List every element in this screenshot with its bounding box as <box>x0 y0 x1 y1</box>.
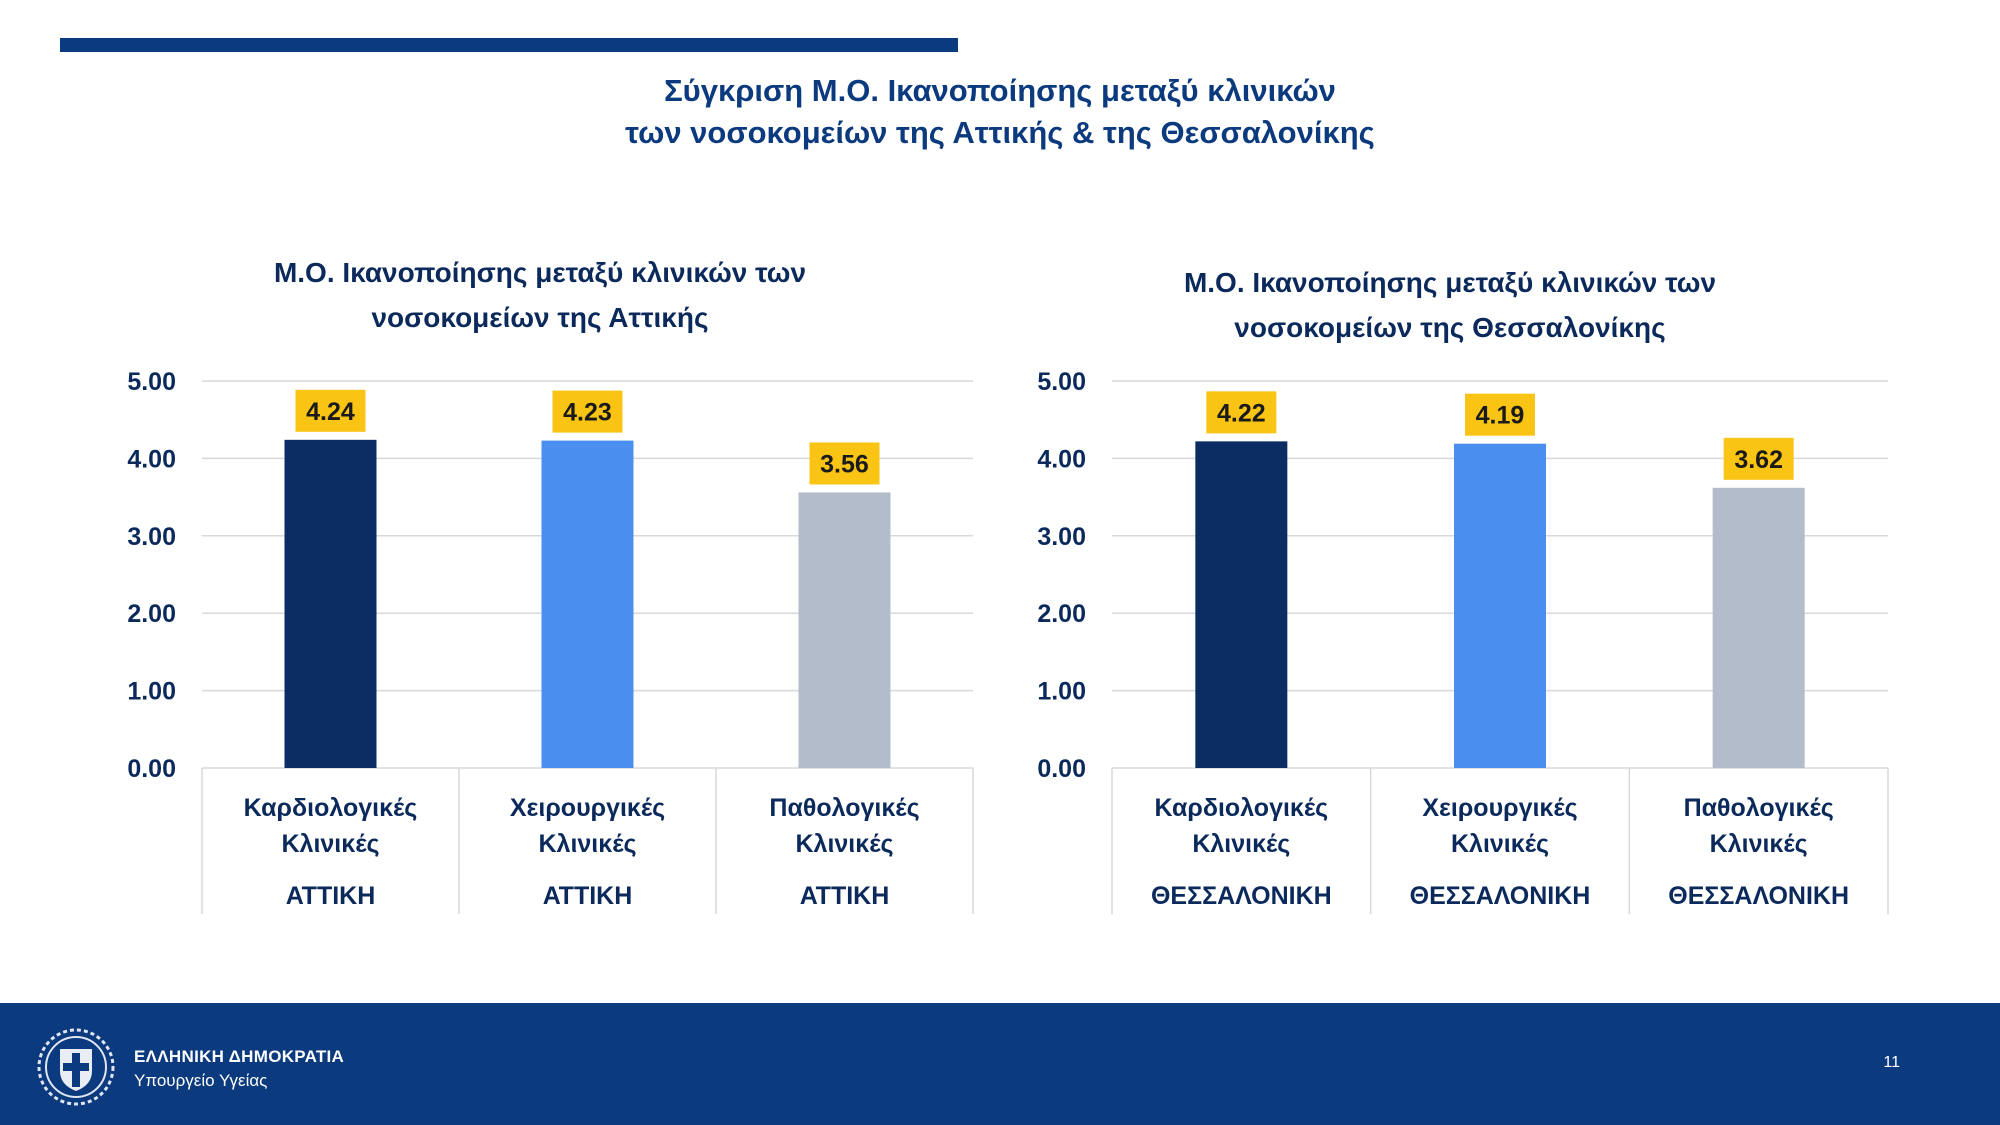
data-label: 3.56 <box>820 450 869 478</box>
chart-title-line-2: νοσοκομείων της Αττικής <box>371 302 709 333</box>
group-label: ΘΕΣΣΑΛΟΝΙΚΗ <box>1410 882 1591 910</box>
chart-plot: 0.00 1.00 2.00 3.00 4.00 5.00 4.22 Καρδιολογικέ… <box>1037 368 1889 914</box>
category-label: Κλινικές <box>1451 830 1549 858</box>
y-tick-label: 5.00 <box>1037 368 1086 396</box>
category-label: Παθολογικές <box>769 794 919 822</box>
group-label: ΑΤΤΙΚΗ <box>543 882 633 910</box>
bar <box>1712 487 1805 768</box>
y-tick-label: 1.00 <box>127 678 176 706</box>
footer-country: ΕΛΛΗΝΙΚΗ ΔΗΜΟΚΡΑΤΙΑ <box>134 1047 345 1066</box>
data-label-box <box>1723 437 1794 480</box>
data-label-box <box>1465 393 1535 436</box>
footer-bar: ΕΛΛΗΝΙΚΗ ΔΗΜΟΚΡΑΤΙΑ Υπουργείο Υγείας 11 <box>0 1003 2000 1125</box>
category-label: Χειρουργικές <box>510 794 665 822</box>
group-label: ΘΕΣΣΑΛΟΝΙΚΗ <box>1668 882 1849 910</box>
y-tick-label: 0.00 <box>127 755 176 783</box>
category-label: Κλινικές <box>539 830 637 858</box>
top-accent-bar <box>60 38 958 52</box>
data-label-box <box>552 390 623 433</box>
chart-attica: Μ.Ο. Ικανοποίησης μεταξύ κλινικών των νο… <box>100 250 980 930</box>
y-tick-label: 2.00 <box>1037 600 1086 628</box>
bar <box>798 492 891 768</box>
category-label: Κλινικές <box>1192 830 1290 858</box>
footer-ministry: Υπουργείο Υγείας <box>134 1071 268 1090</box>
bar <box>541 440 634 768</box>
chart-title-line-2: νοσοκομείων της Θεσσαλονίκης <box>1234 312 1666 343</box>
chart-plot: 0.00 1.00 2.00 3.00 4.00 5.00 4.24 Καρδιολογικέ… <box>127 368 974 914</box>
page-number: 11 <box>1883 1054 1900 1071</box>
category-label: Παθολογικές <box>1684 794 1834 822</box>
category-label: Κλινικές <box>796 830 894 858</box>
category-label: Κλινικές <box>282 830 380 858</box>
chart-thessaloniki: Μ.Ο. Ικανοποίησης μεταξύ κλινικών των νο… <box>1010 250 1890 930</box>
category-label: Κλινικές <box>1710 830 1808 858</box>
group-label: ΑΤΤΙΚΗ <box>800 882 890 910</box>
slide-title-line-2: των νοσοκομείων της Αττικής & της Θεσσαλ… <box>625 115 1375 150</box>
chart-title: Μ.Ο. Ικανοποίησης μεταξύ κλινικών των νο… <box>100 250 980 340</box>
data-label: 4.22 <box>1217 399 1266 427</box>
group-label: ΑΤΤΙΚΗ <box>286 882 376 910</box>
bar <box>1454 443 1546 768</box>
y-tick-label: 2.00 <box>127 600 176 628</box>
group-label: ΘΕΣΣΑΛΟΝΙΚΗ <box>1151 882 1332 910</box>
chart-title-line-1: Μ.Ο. Ικανοποίησης μεταξύ κλινικών των <box>273 257 807 288</box>
slide-title-line-1: Σύγκριση Μ.Ο. Ικανοποίησης μεταξύ κλινικ… <box>664 73 1336 108</box>
y-tick-label: 3.00 <box>1037 523 1086 551</box>
category-label: Καρδιολογικές <box>1155 794 1329 822</box>
data-label-box <box>295 389 366 432</box>
greek-coat-of-arms-icon <box>36 1027 116 1107</box>
data-label: 4.23 <box>563 399 612 427</box>
y-tick-label: 5.00 <box>127 368 176 396</box>
chart-title-line-1: Μ.Ο. Ικανοποίησης μεταξύ κλινικών των <box>1183 267 1717 298</box>
bar <box>284 439 377 768</box>
bar <box>1195 441 1288 768</box>
data-label-box <box>809 442 880 485</box>
data-label-box <box>1206 391 1277 434</box>
data-label: 3.62 <box>1734 446 1783 474</box>
category-label: Καρδιολογικές <box>244 794 418 822</box>
data-label: 4.19 <box>1476 402 1525 430</box>
category-label: Χειρουργικές <box>1422 794 1577 822</box>
y-tick-label: 4.00 <box>1037 445 1086 473</box>
y-tick-label: 0.00 <box>1037 755 1086 783</box>
data-label: 4.24 <box>306 398 355 426</box>
y-tick-label: 1.00 <box>1037 678 1086 706</box>
y-tick-label: 4.00 <box>127 445 176 473</box>
slide-title: Σύγκριση Μ.Ο. Ικανοποίησης μεταξύ κλινικ… <box>0 70 2000 154</box>
y-tick-label: 3.00 <box>127 523 176 551</box>
chart-title: Μ.Ο. Ικανοποίησης μεταξύ κλινικών των νο… <box>1010 260 1890 350</box>
